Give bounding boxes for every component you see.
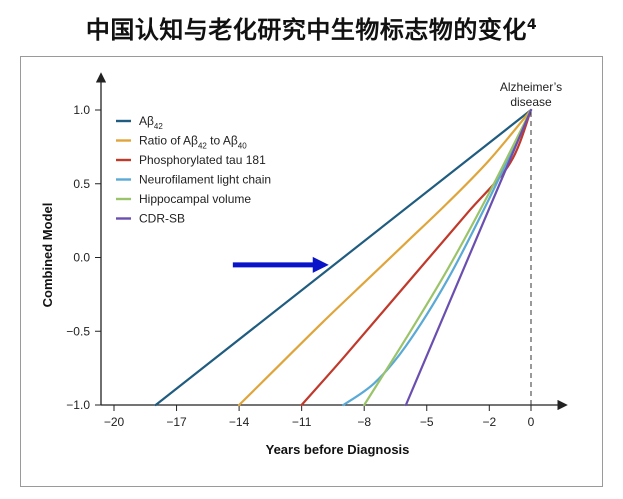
- page-title: 中国认知与老化研究中生物标志物的变化4: [85, 16, 538, 44]
- axes: [95, 72, 568, 411]
- annotation-label-line2: disease: [510, 95, 552, 109]
- y-tick-label: −0.5: [66, 324, 90, 338]
- x-tick-label: −14: [229, 415, 250, 429]
- series-line-5: [404, 108, 533, 407]
- y-tick-label: 0.5: [73, 177, 90, 191]
- x-tick-label: −5: [420, 415, 434, 429]
- series-line-4: [363, 108, 533, 407]
- y-axis-title: Combined Model: [40, 203, 55, 308]
- legend-label-2: Phosphorylated tau 181: [139, 153, 266, 167]
- x-tick-label: −17: [166, 415, 187, 429]
- y-tick-label: −1.0: [66, 398, 90, 412]
- ticks: −20 −17 −14 −11 −8 −5 −2 01.00.50.0−0.5−1.0: [66, 103, 534, 429]
- axis-titles: Years before Diagnosis Combined Model: [40, 203, 409, 457]
- x-tick-label: −2: [482, 415, 496, 429]
- y-tick-label: 0.0: [73, 251, 90, 265]
- series-line-1: [238, 108, 533, 407]
- x-tick-label: −8: [357, 415, 371, 429]
- chart-frame: [20, 56, 603, 487]
- legend-label-5: CDR-SB: [139, 212, 185, 226]
- x-axis-title: Years before Diagnosis: [266, 442, 410, 457]
- x-tick-label: −11: [292, 415, 312, 429]
- highlight-arrow: [232, 256, 329, 273]
- series-lines: [154, 108, 533, 407]
- x-tick-label: −20: [104, 415, 125, 429]
- legend: Aβ42 Ratio of Aβ42 to Aβ40 Phosphorylated …: [116, 114, 271, 226]
- legend-label-0: Aβ42: [139, 114, 163, 131]
- title-reference: 4: [526, 17, 538, 33]
- series-line-2: [300, 108, 533, 407]
- x-tick-label: 0: [528, 415, 535, 429]
- legend-label-1: Ratio of Aβ42 to Aβ40: [139, 134, 247, 151]
- y-tick-label: 1.0: [73, 103, 90, 117]
- annotation-label-line1: Alzheimer’s: [500, 80, 562, 94]
- legend-label-3: Neurofilament light chain: [139, 173, 271, 187]
- series-line-0: [154, 108, 533, 407]
- arrow-head: [312, 256, 329, 273]
- series-line-3: [342, 108, 533, 407]
- legend-label-4: Hippocampal volume: [139, 192, 251, 206]
